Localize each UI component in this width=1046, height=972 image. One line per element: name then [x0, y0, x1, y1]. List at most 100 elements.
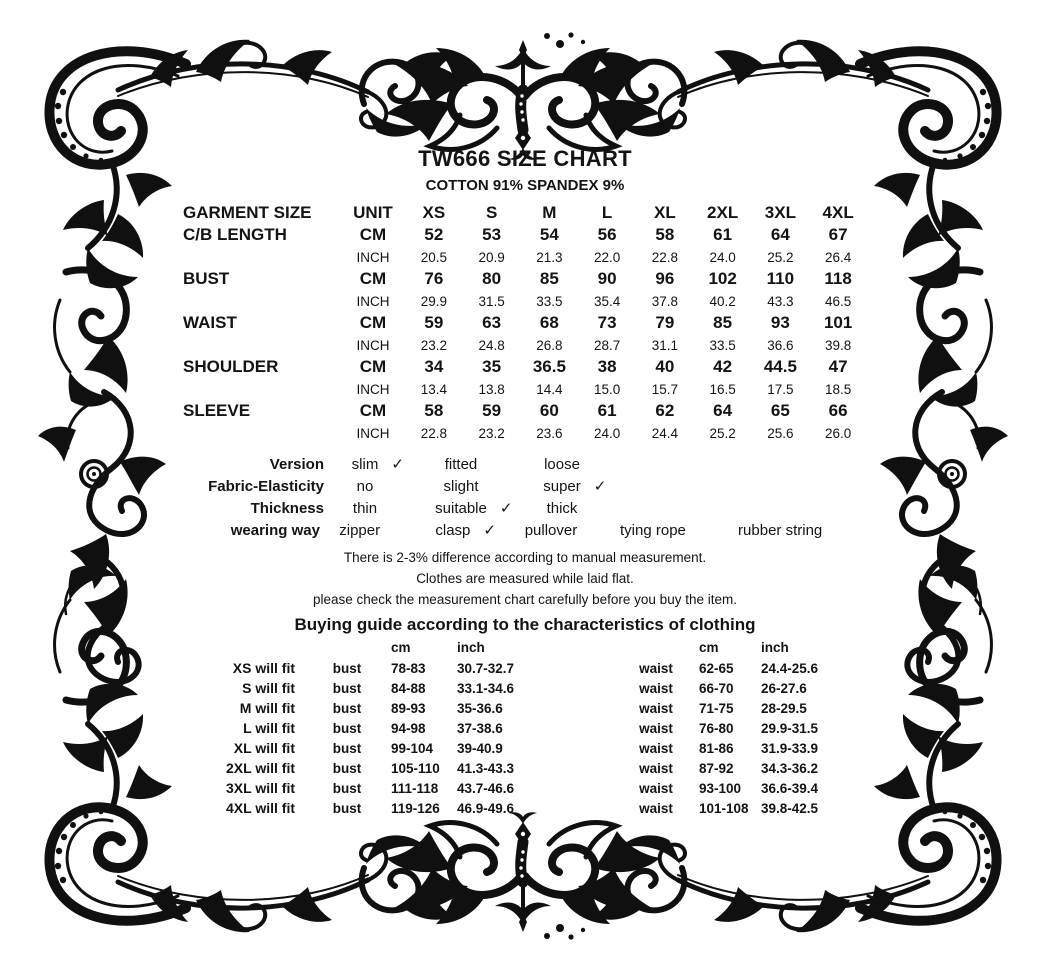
guide-waist-label: waist [639, 660, 673, 676]
guide-waist-label: waist [639, 700, 673, 716]
guide-waist-inch: 39.8-42.5 [761, 800, 819, 816]
measurement-value: 15.7 [651, 381, 679, 397]
attribute-option: rubber string [721, 522, 867, 539]
guide-spacer [571, 718, 621, 738]
option-text: fitted [444, 455, 478, 473]
guide-size-label: XS will fit [232, 660, 295, 676]
guide-size-label: S will fit [242, 680, 295, 696]
unit-label: CM [359, 357, 387, 376]
size-row: WAIST CM 59 63 68 73 79 85 93 101 [183, 312, 867, 334]
measurement-value: 23.2 [478, 425, 505, 441]
option-text: thick [546, 499, 578, 517]
measurement-label: WAIST [183, 313, 237, 332]
option-text: no [356, 477, 374, 495]
measurement-value: 61 [597, 401, 617, 420]
measurement-value: 85 [539, 269, 559, 288]
measurement-value: 22.8 [420, 425, 448, 441]
option-text: rubber string [738, 521, 823, 539]
guide-waist-label: waist [639, 760, 673, 776]
measurement-label [183, 422, 341, 444]
measurement-value: 62 [655, 401, 675, 420]
measurement-value: 79 [655, 313, 675, 332]
measurement-value: 96 [655, 269, 675, 288]
measurement-label [183, 290, 341, 312]
guide-waist-cm: 71-75 [699, 700, 734, 716]
measurement-value: 52 [424, 225, 444, 244]
attribute-option: fitted [423, 456, 527, 473]
guide-row: M will fit bust 89-93 35-36.6 waist 71-75 28-2… [183, 698, 867, 718]
measurement-value: 31.5 [478, 293, 505, 309]
chart-content: TW666 SIZE CHART COTTON 91% SPANDEX 9% G… [183, 146, 867, 818]
guide-bust-label: bust [332, 680, 362, 696]
measurement-value: 24.0 [593, 425, 621, 441]
guide-waist-inch: 29.9-31.5 [761, 720, 819, 736]
col-size-xs: XS [422, 202, 446, 222]
buying-guide-table: cm inch cm inch XS will fit bust 78-83 30.7-32.… [183, 637, 867, 818]
guide-size-label: 3XL will fit [226, 780, 295, 796]
measurement-value: 44.5 [763, 357, 797, 376]
attribute-option: no [335, 478, 423, 495]
measurement-value: 40 [655, 357, 675, 376]
measurement-value: 66 [828, 401, 848, 420]
measurement-label [183, 334, 341, 356]
col-size-2xl: 2XL [707, 202, 739, 222]
option-text: tying rope [620, 521, 686, 539]
guide-spacer [571, 778, 621, 798]
guide-waist-cm: 81-86 [699, 740, 734, 756]
measurement-value: 18.5 [824, 381, 852, 397]
guide-bust-inch: 41.3-43.3 [457, 760, 515, 776]
measurement-value: 90 [597, 269, 617, 288]
option-text: zipper [339, 521, 381, 539]
col-size-3xl: 3XL [764, 202, 796, 222]
measurement-value: 23.2 [420, 337, 448, 353]
guide-bust-label: bust [332, 720, 362, 736]
measurement-value: 25.2 [767, 249, 794, 265]
measurement-value: 93 [770, 313, 790, 332]
measurement-value: 26.4 [824, 249, 852, 265]
measurement-value: 61 [713, 225, 733, 244]
guide-bust-inch: 39-40.9 [457, 740, 503, 756]
guide-header-spacer [621, 637, 691, 658]
attribute-option: slim ✓ [335, 455, 423, 474]
measurement-value: 39.8 [824, 337, 852, 353]
attribute-option: tying rope [613, 522, 722, 539]
measurement-value: 16.5 [709, 381, 736, 397]
size-table-header: GARMENT SIZE UNIT XS S M L XL 2XL 3XL 4XL [183, 201, 867, 224]
guide-bust-cm: 84-88 [391, 680, 426, 696]
guide-bust-cm: 94-98 [391, 720, 426, 736]
unit-label: INCH [356, 425, 390, 441]
size-row: INCH 23.2 24.8 26.8 28.7 31.1 33.5 36.6 39.8 [183, 334, 867, 356]
guide-header-spacer [183, 637, 311, 658]
guide-bust-inch: 37-38.6 [457, 720, 503, 736]
guide-waist-label: waist [639, 780, 673, 796]
guide-unit-header: cm [391, 640, 411, 655]
guide-waist-inch: 31.9-33.9 [761, 740, 819, 756]
measurement-label: SLEEVE [183, 401, 251, 420]
option-text: pullover [524, 521, 578, 539]
option-text: slim [351, 455, 379, 473]
measurement-value: 17.5 [767, 381, 794, 397]
guide-size-label: 2XL will fit [226, 760, 295, 776]
size-row: INCH 20.5 20.9 21.3 22.0 22.8 24.0 25.2 26.4 [183, 246, 867, 268]
guide-spacer [571, 758, 621, 778]
attribute-option: suitable ✓ [423, 499, 527, 518]
measurement-value: 24.8 [478, 337, 505, 353]
measurement-value: 76 [424, 269, 444, 288]
measurement-value: 58 [424, 401, 444, 420]
guide-waist-label: waist [639, 740, 673, 756]
measurement-value: 26.8 [536, 337, 563, 353]
guide-row: L will fit bust 94-98 37-38.6 waist 76-80 29.9… [183, 718, 867, 738]
measurement-value: 24.0 [709, 249, 736, 265]
measurement-value: 65 [770, 401, 790, 420]
size-row: C/B LENGTH CM 52 53 54 56 58 61 64 67 [183, 224, 867, 246]
measurement-label: SHOULDER [183, 357, 279, 376]
guide-size-label: M will fit [239, 700, 295, 716]
measurement-value: 60 [539, 401, 559, 420]
measurement-value: 13.8 [478, 381, 505, 397]
guide-bust-inch: 33.1-34.6 [457, 680, 515, 696]
measurement-value: 37.8 [651, 293, 679, 309]
guide-waist-inch: 36.6-39.4 [761, 780, 819, 796]
attribute-option: pullover [517, 522, 612, 539]
checkmark-icon: ✓ [483, 522, 496, 539]
measurement-value: 20.9 [478, 249, 505, 265]
